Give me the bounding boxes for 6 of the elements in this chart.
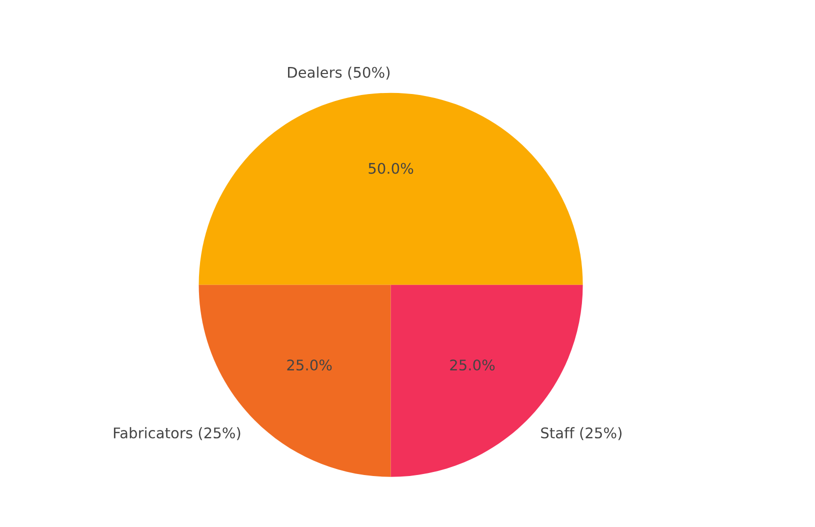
data-label: 25.0% <box>450 360 495 371</box>
slice-label: Dealers (50%) <box>288 66 390 80</box>
slice-label: Fabricators (25%) <box>114 427 240 440</box>
data-label: 25.0% <box>287 360 332 371</box>
slice-label: Staff (25%) <box>541 427 622 440</box>
data-label: 50.0% <box>368 162 414 174</box>
